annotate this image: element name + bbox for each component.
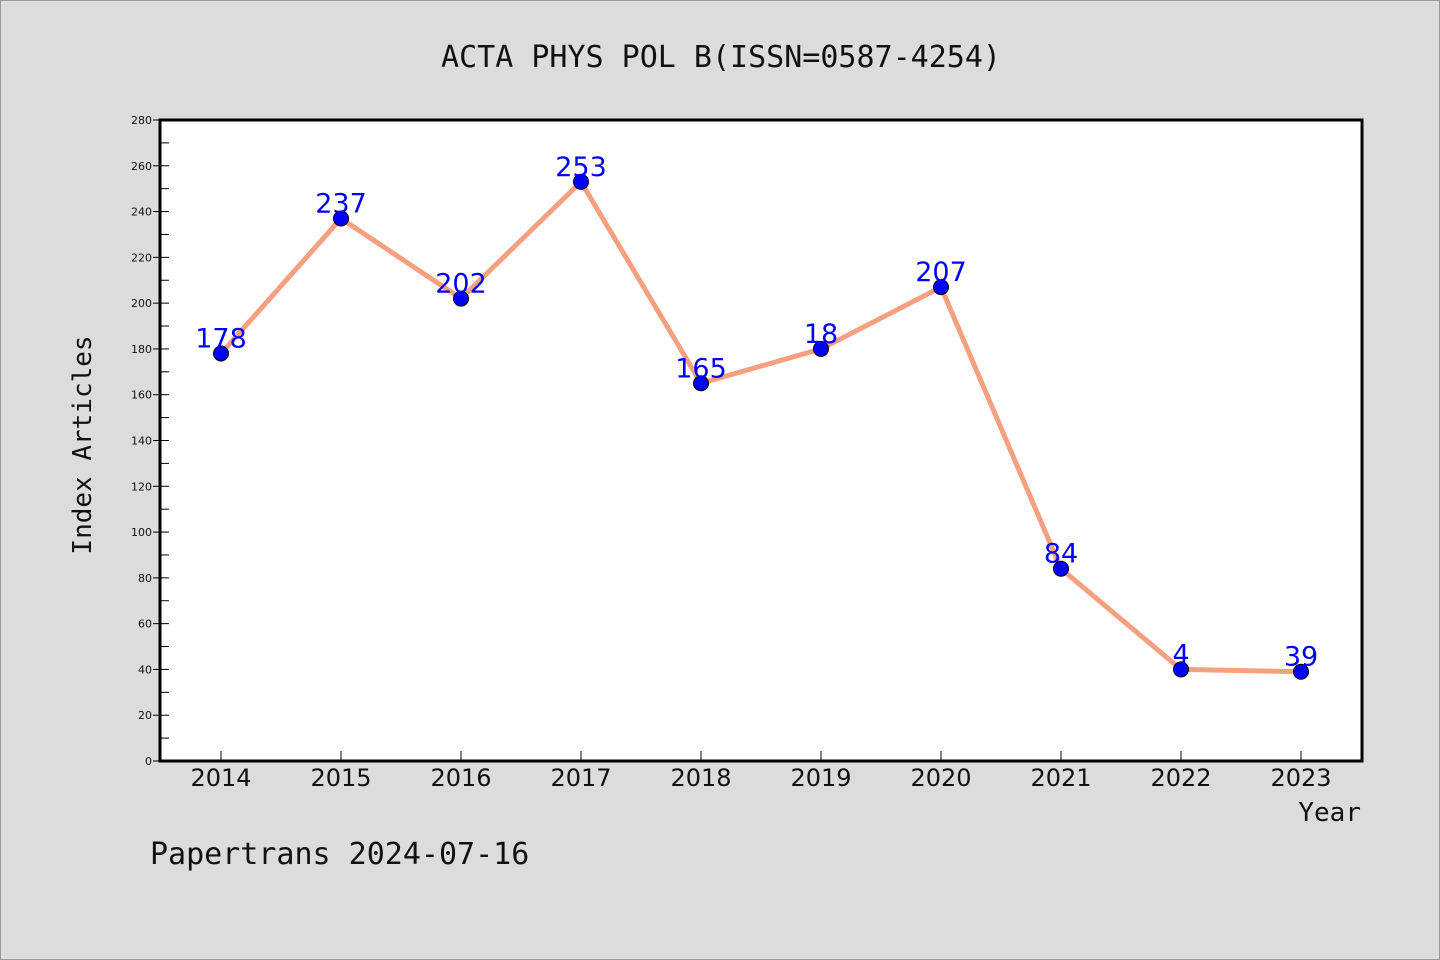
y-tick-label: 260: [131, 160, 152, 173]
x-axis-label: Year: [1298, 798, 1361, 828]
x-tick-label: 2023: [1270, 764, 1331, 792]
data-point: [333, 210, 349, 227]
x-tick-label: 2017: [550, 764, 611, 792]
chart-title: ACTA PHYS POL B(ISSN=0587-4254): [441, 40, 1001, 75]
data-label: 207: [915, 257, 967, 288]
y-tick-label: 220: [131, 251, 152, 264]
data-point: [1053, 560, 1069, 577]
data-point: [1173, 661, 1189, 678]
data-label: 237: [315, 188, 367, 219]
footer-note: Papertrans 2024-07-16: [150, 837, 529, 872]
data-label: 18: [804, 319, 838, 350]
y-tick-label: 100: [131, 526, 152, 539]
y-tick-label: 200: [131, 297, 152, 310]
x-tick-label: 2015: [310, 764, 371, 792]
x-tick-label: 2020: [910, 764, 971, 792]
data-label: 4: [1172, 639, 1189, 670]
y-tick-label: 80: [138, 572, 152, 585]
data-markers: [213, 173, 1309, 680]
x-tick-label: 2016: [430, 764, 491, 792]
data-label: 202: [435, 269, 487, 300]
x-tick-label: 2014: [190, 764, 251, 792]
y-tick-label: 40: [138, 663, 152, 676]
x-tick-label: 2019: [790, 764, 851, 792]
y-tick-label: 20: [138, 709, 152, 722]
y-tick-label: 60: [138, 618, 152, 631]
data-label: 39: [1284, 642, 1318, 673]
data-point: [213, 345, 229, 362]
data-point: [453, 290, 469, 307]
data-point: [693, 375, 709, 392]
x-tick-label: 2022: [1150, 764, 1211, 792]
data-label: 165: [675, 353, 727, 384]
y-tick-label: 280: [131, 114, 152, 127]
data-point: [573, 173, 589, 190]
data-labels: 178 237 202 253 165 18 207 84 4 39: [195, 152, 1318, 673]
data-point: [1293, 663, 1309, 680]
y-tick-label: 140: [131, 435, 152, 448]
data-point: [813, 340, 829, 357]
series-line-group: [218, 179, 1304, 675]
data-label: 84: [1044, 539, 1078, 570]
y-tick-label: 120: [131, 480, 152, 493]
y-axis-ticks: 0 20 40 60 80 100 120 140 160 180 200 220 240 260 280: [131, 114, 169, 768]
y-axis-label: Index Articles: [68, 335, 98, 554]
y-tick-label: 240: [131, 206, 152, 219]
series-line: [218, 179, 1304, 675]
data-label: 178: [195, 324, 247, 355]
x-tick-label: 2021: [1030, 764, 1091, 792]
y-tick-label: 0: [145, 755, 152, 768]
x-axis-ticks: 2014 2015 2016 2017 2018 2019 2020 2021 2022 2023: [190, 751, 1332, 792]
x-tick-label: 2018: [670, 764, 731, 792]
y-tick-label: 180: [131, 343, 152, 356]
data-point: [933, 279, 949, 296]
y-tick-label: 160: [131, 389, 152, 402]
data-label: 253: [555, 152, 607, 183]
